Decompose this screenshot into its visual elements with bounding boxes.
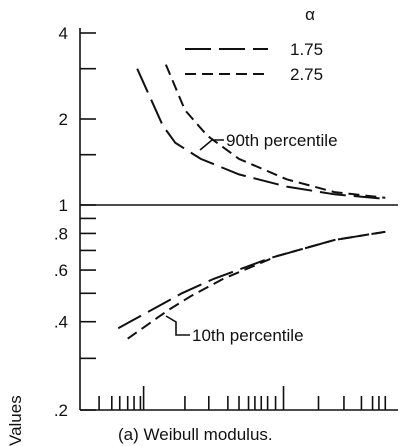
axes	[79, 28, 398, 411]
y-tick-label: .2	[54, 401, 68, 420]
series-line-2-75-p10	[127, 230, 386, 340]
y-tick-label: .6	[54, 261, 68, 280]
legend: α 1.75 2.75	[185, 5, 323, 84]
x-ticks	[98, 386, 387, 410]
y-tick-label: .8	[54, 224, 68, 243]
annotation-90th: 90th percentile	[226, 131, 338, 150]
series-line-1-75-p90	[136, 68, 386, 200]
legend-label: 1.75	[290, 40, 323, 59]
leader-10	[165, 315, 190, 336]
y-tick-label: 4	[59, 24, 68, 43]
y-ticks: 4 2 1 .8 .6 .4 .2	[54, 24, 96, 420]
annotations: 90th percentile 10th percentile	[165, 131, 338, 345]
y-tick-label: 1	[59, 196, 68, 215]
y-tick-label: 2	[59, 110, 68, 129]
series-line-1-75-p10	[117, 230, 386, 330]
legend-title: α	[305, 5, 315, 24]
legend-label: 2.75	[290, 65, 323, 84]
y-axis-label: Values	[6, 395, 25, 446]
chart-caption: (a) Weibull modulus.	[118, 425, 273, 444]
series-lines	[117, 64, 386, 340]
series-line-2-75-p90	[164, 64, 386, 199]
annotation-10th: 10th percentile	[192, 326, 304, 345]
leader-90	[199, 139, 224, 151]
y-tick-label: .4	[54, 313, 68, 332]
